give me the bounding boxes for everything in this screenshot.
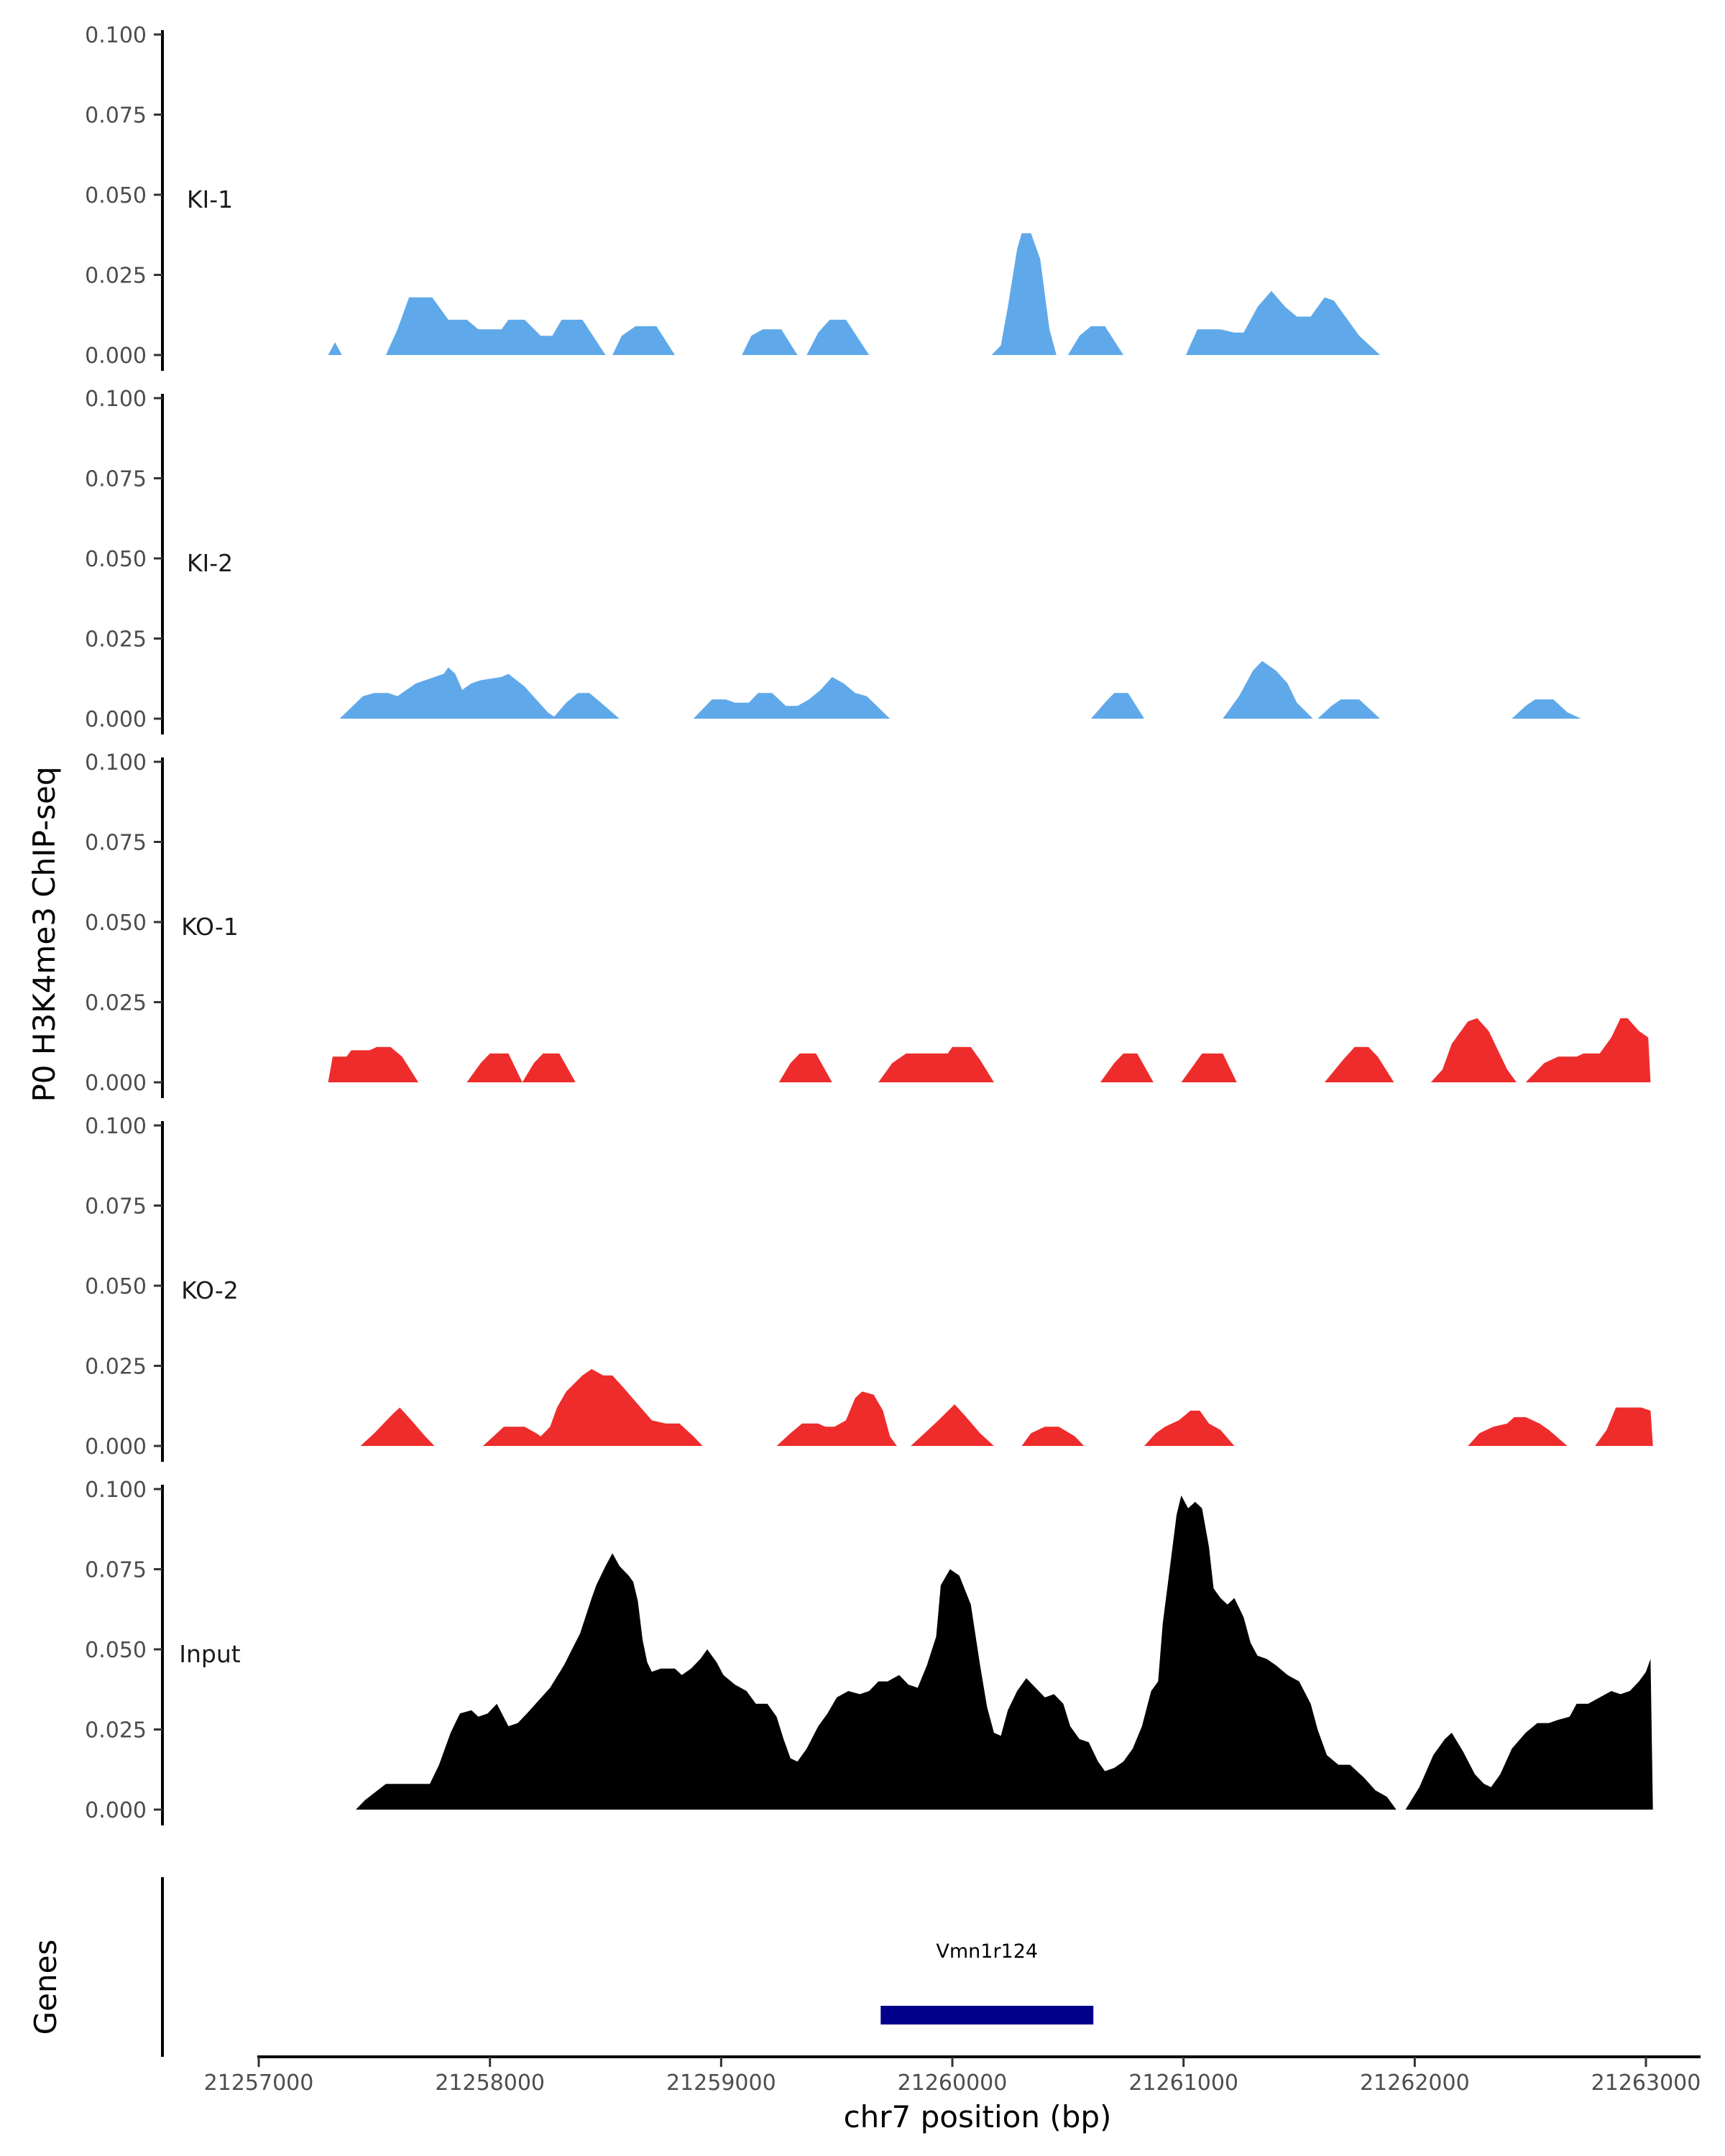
y-tick-label: 0.075 (85, 103, 147, 129)
signal-area (356, 1495, 1397, 1810)
signal-area (778, 1053, 832, 1082)
signal-area (693, 677, 891, 719)
y-axis-title: P0 H3K4me3 ChIP-seq (27, 766, 62, 1102)
y-tick-label: 0.075 (85, 467, 147, 492)
signal-area (1512, 699, 1581, 719)
x-tick-label: 21258000 (435, 2070, 545, 2096)
signal-area (991, 233, 1057, 355)
signal-area (1067, 326, 1123, 355)
signal-area (360, 1407, 435, 1446)
x-tick-label: 21263000 (1591, 2070, 1701, 2096)
signal-area (1430, 1018, 1517, 1082)
y-tick-label: 0.050 (85, 911, 147, 936)
x-tick-label: 21261000 (1128, 2070, 1238, 2096)
y-tick-label: 0.050 (85, 183, 147, 208)
x-tick-label: 21259000 (666, 2070, 776, 2096)
track-label: KO-1 (181, 913, 239, 941)
signal-area (328, 1046, 418, 1082)
signal-area (612, 326, 675, 355)
y-tick-label: 0.075 (85, 1194, 147, 1220)
y-tick-label: 0.025 (85, 991, 147, 1016)
signal-area (1181, 1053, 1237, 1082)
track-ki-2: 0.000 0.025 0.050 0.075 0.100 KI-2 (85, 387, 1581, 734)
y-tick-label: 0.100 (85, 387, 147, 412)
signal-area (806, 319, 870, 355)
y-tick-label: 0.000 (85, 1434, 147, 1460)
signal-area (878, 1046, 994, 1082)
y-tick-label: 0.000 (85, 344, 147, 369)
signal-area (776, 1391, 897, 1446)
signal-area (1405, 1659, 1653, 1810)
tracks-layer: 0.0000.0250.0500.0750.100KI-10.0000.0250… (85, 23, 1653, 1825)
signal-area (1185, 290, 1381, 355)
track-ko-2: 0.000 0.025 0.050 0.075 0.100 KO-2 (85, 1114, 1653, 1462)
y-tick-label: 0.025 (85, 627, 147, 653)
y-tick-label: 0.100 (85, 1478, 147, 1503)
signal-area (911, 1404, 994, 1446)
y-tick-label: 0.025 (85, 1718, 147, 1743)
y-tick-label: 0.025 (85, 1355, 147, 1380)
signal-area (328, 342, 342, 355)
x-tick-label: 21257000 (204, 2070, 314, 2096)
signal-area (742, 329, 798, 355)
x-axis-title: chr7 position (bp) (844, 2099, 1112, 2134)
signal-area (1144, 1410, 1235, 1446)
signal-area (1100, 1053, 1154, 1082)
signal-area (1223, 660, 1313, 719)
signal-area (1021, 1427, 1085, 1446)
gene-bar (880, 2006, 1094, 2024)
y-tick-label: 0.000 (85, 707, 147, 732)
signal-area (339, 667, 557, 719)
genes-axis-title: Genes (28, 1940, 63, 2035)
signal-area (1091, 693, 1144, 719)
y-tick-label: 0.025 (85, 264, 147, 289)
track-label: KI-1 (187, 185, 233, 213)
y-tick-label: 0.100 (85, 1114, 147, 1139)
signal-area (1468, 1416, 1568, 1446)
track-ki-1: 0.000 0.025 0.050 0.075 0.100 KI-1 (85, 23, 1381, 371)
signal-area (466, 1053, 523, 1082)
y-tick-label: 0.050 (85, 1274, 147, 1299)
y-tick-label: 0.075 (85, 831, 147, 856)
signal-area (1525, 1018, 1651, 1082)
track-label: Input (179, 1640, 241, 1668)
track-input: 0.000 0.025 0.050 0.075 0.100 Input (85, 1478, 1653, 1825)
y-tick-label: 0.000 (85, 1071, 147, 1096)
y-tick-label: 0.100 (85, 750, 147, 775)
y-tick-label: 0.050 (85, 547, 147, 572)
signal-area (1324, 1046, 1394, 1082)
gene-label: Vmn1r124 (936, 1940, 1038, 1963)
track-label: KO-2 (181, 1276, 239, 1304)
signal-area (483, 1369, 703, 1446)
x-axis: 21257000 21258000 21259000 21260000 21261000… (204, 2055, 1701, 2096)
y-tick-label: 0.075 (85, 1558, 147, 1583)
x-tick-label: 21262000 (1360, 2070, 1470, 2096)
x-tick-label: 21260000 (898, 2070, 1008, 2096)
track-ko-1: 0.000 0.025 0.050 0.075 0.100 KO-1 (85, 750, 1651, 1098)
signal-area (552, 693, 620, 719)
signal-area (1595, 1407, 1653, 1446)
track-label: KI-2 (187, 549, 233, 577)
y-tick-label: 0.050 (85, 1638, 147, 1663)
signal-area (522, 1053, 576, 1082)
genes-layer: Vmn1r124 (161, 1877, 1094, 2057)
signal-area (385, 297, 606, 355)
y-tick-label: 0.100 (85, 23, 147, 48)
signal-area (1317, 699, 1381, 719)
y-tick-label: 0.000 (85, 1798, 147, 1823)
